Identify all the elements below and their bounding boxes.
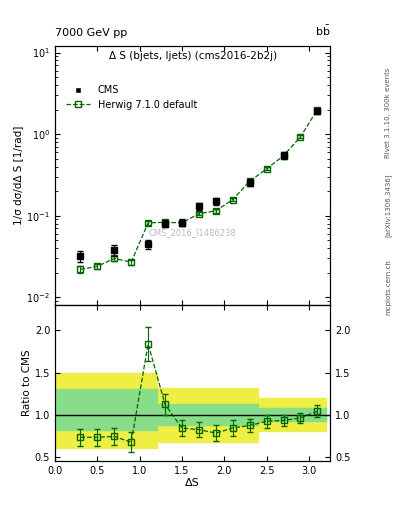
Text: 7000 GeV pp: 7000 GeV pp — [55, 28, 127, 38]
Text: [arXiv:1306.3436]: [arXiv:1306.3436] — [384, 173, 391, 237]
Y-axis label: 1/σ dσ/dΔ S [1/rad]: 1/σ dσ/dΔ S [1/rad] — [13, 126, 24, 225]
Text: Δ S (bjets, ljets) (cms2016-2b2j): Δ S (bjets, ljets) (cms2016-2b2j) — [108, 51, 277, 61]
Text: CMS_2016_I1486238: CMS_2016_I1486238 — [149, 228, 237, 237]
Legend: CMS, Herwig 7.1.0 default: CMS, Herwig 7.1.0 default — [62, 82, 200, 113]
Text: Rivet 3.1.10, 300k events: Rivet 3.1.10, 300k events — [385, 68, 391, 158]
Text: mcplots.cern.ch: mcplots.cern.ch — [385, 259, 391, 315]
Y-axis label: Ratio to CMS: Ratio to CMS — [22, 350, 32, 416]
X-axis label: ΔS: ΔS — [185, 478, 200, 488]
Text: b$\bar{\mathrm{b}}$: b$\bar{\mathrm{b}}$ — [315, 24, 330, 38]
